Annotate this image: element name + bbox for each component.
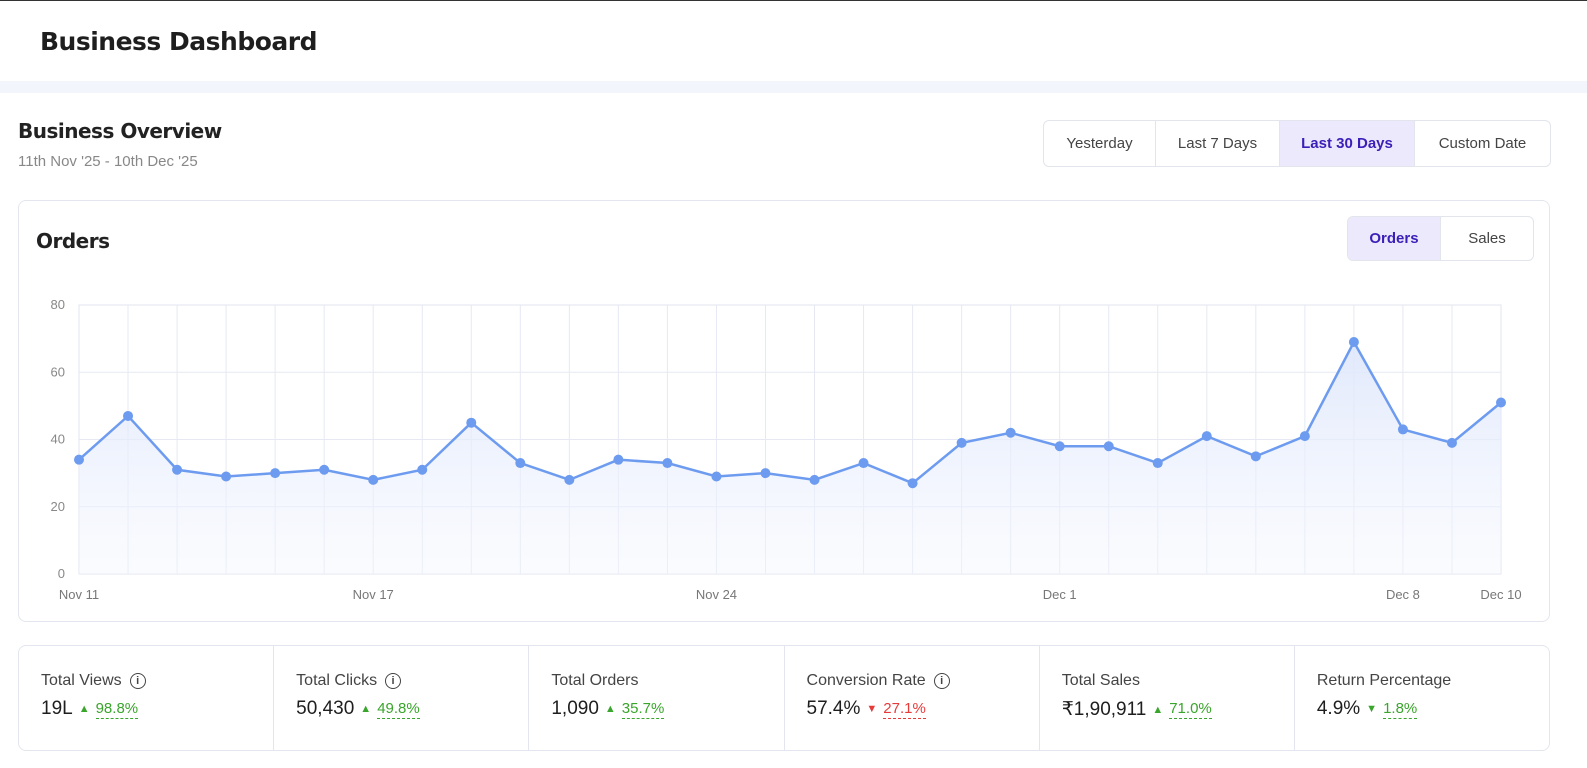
stat-value: 19L bbox=[41, 698, 73, 719]
stat-change[interactable]: 1.8% bbox=[1383, 699, 1418, 719]
stat-return-percentage: Return Percentage 4.9% ▼ 1.8% bbox=[1295, 646, 1549, 750]
y-tick-label: 0 bbox=[58, 566, 65, 581]
x-tick-label: Dec 1 bbox=[1043, 587, 1077, 602]
y-tick-label: 60 bbox=[51, 364, 65, 379]
data-point bbox=[1446, 437, 1457, 448]
data-point bbox=[1103, 441, 1114, 452]
data-point bbox=[1348, 336, 1359, 347]
metric-selector: Orders Sales bbox=[1347, 216, 1534, 261]
stat-label: Total Orders bbox=[551, 672, 639, 689]
data-point bbox=[221, 471, 232, 482]
stat-total-orders: Total Orders 1,090 ▲ 35.7% bbox=[529, 646, 785, 750]
range-custom-date-button[interactable]: Custom Date bbox=[1438, 135, 1527, 152]
chart-title: Orders bbox=[36, 229, 110, 253]
data-point bbox=[1152, 458, 1163, 469]
data-point bbox=[368, 474, 379, 485]
stat-label: Total Clicks bbox=[296, 672, 378, 689]
data-point bbox=[907, 478, 918, 489]
data-point bbox=[564, 474, 575, 485]
trend-up-icon: ▲ bbox=[78, 703, 90, 715]
overview-date-range: 11th Nov '25 - 10th Dec '25 bbox=[18, 153, 198, 170]
data-point bbox=[662, 458, 673, 469]
stat-total-sales: Total Sales ₹1,90,911 ▲ 71.0% bbox=[1040, 646, 1295, 750]
stat-value: 57.4% bbox=[806, 698, 861, 719]
range-last-7-days-button[interactable]: Last 7 Days bbox=[1156, 121, 1280, 166]
trend-up-icon: ▲ bbox=[604, 703, 616, 715]
stat-value: 1,090 bbox=[551, 698, 599, 719]
stat-total-views: Total Views i 19L ▲ 98.8% bbox=[19, 646, 275, 750]
stat-change[interactable]: 35.7% bbox=[621, 699, 665, 719]
data-point bbox=[74, 454, 84, 465]
stat-conversion-rate: Conversion Rate i 57.4% ▼ 27.1% bbox=[785, 646, 1040, 750]
data-point bbox=[123, 410, 134, 421]
data-point bbox=[515, 458, 526, 469]
data-point bbox=[466, 417, 477, 428]
info-icon[interactable]: i bbox=[385, 673, 402, 689]
x-tick-label: Dec 8 bbox=[1386, 587, 1420, 602]
y-tick-label: 40 bbox=[51, 432, 65, 447]
data-point bbox=[319, 464, 330, 475]
data-point bbox=[613, 454, 624, 465]
data-point bbox=[858, 458, 869, 469]
orders-chart-card: Orders Orders Sales 0 20 40 60 80 Nov 11 Nov 1… bbox=[18, 200, 1550, 622]
header: Business Dashboard bbox=[0, 1, 1587, 81]
x-tick-label: Dec 10 bbox=[1480, 587, 1521, 602]
trend-down-icon: ▼ bbox=[1366, 703, 1378, 715]
metric-sales-button[interactable]: Sales bbox=[1468, 230, 1506, 247]
x-tick-label: Nov 11 bbox=[59, 587, 99, 602]
info-icon[interactable]: i bbox=[129, 673, 146, 689]
trend-up-icon: ▲ bbox=[360, 703, 372, 715]
stat-total-clicks: Total Clicks i 50,430 ▲ 49.8% bbox=[274, 646, 530, 750]
data-point bbox=[1005, 427, 1016, 438]
data-point bbox=[809, 474, 820, 485]
data-point bbox=[956, 437, 967, 448]
data-point bbox=[172, 464, 183, 475]
divider-band bbox=[0, 81, 1587, 93]
data-point bbox=[1054, 441, 1065, 452]
metric-orders-button[interactable]: Orders bbox=[1348, 217, 1441, 260]
stat-label: Conversion Rate bbox=[806, 672, 926, 689]
range-last-30-days-button[interactable]: Last 30 Days bbox=[1280, 121, 1415, 166]
x-tick-label: Nov 24 bbox=[696, 587, 737, 602]
date-range-selector: Yesterday Last 7 Days Last 30 Days Custo… bbox=[1043, 120, 1551, 167]
stats-bar: Total Views i 19L ▲ 98.8% Total Clicks i 50… bbox=[18, 645, 1550, 751]
data-point bbox=[1496, 397, 1506, 408]
app-title: Business Dashboard bbox=[40, 26, 318, 56]
stat-change[interactable]: 27.1% bbox=[883, 699, 926, 719]
orders-line bbox=[78, 339, 1502, 485]
data-point bbox=[417, 464, 428, 475]
y-tick-label: 20 bbox=[51, 499, 65, 514]
orders-line-chart: 0 20 40 60 80 Nov 11 Nov 17 Nov 24 Dec 1 Dec 8 Dec… bbox=[51, 297, 1522, 602]
overview-title: Business Overview bbox=[18, 119, 222, 143]
data-point bbox=[270, 468, 281, 479]
data-point bbox=[711, 471, 722, 482]
stat-change[interactable]: 98.8% bbox=[95, 699, 139, 719]
range-yesterday-button[interactable]: Yesterday bbox=[1044, 121, 1156, 166]
stat-value: 4.9% bbox=[1316, 698, 1361, 719]
info-icon[interactable]: i bbox=[933, 673, 950, 689]
data-point bbox=[1299, 431, 1310, 442]
data-point bbox=[1201, 431, 1212, 442]
stat-label: Total Sales bbox=[1061, 672, 1140, 689]
trend-up-icon: ▲ bbox=[1152, 703, 1164, 716]
stat-value: ₹1,90,911 bbox=[1061, 699, 1147, 720]
stat-value: 50,430 bbox=[296, 698, 355, 719]
stat-label: Return Percentage bbox=[1316, 672, 1452, 689]
stat-change[interactable]: 71.0% bbox=[1169, 700, 1212, 719]
x-tick-label: Nov 17 bbox=[353, 587, 394, 602]
data-point bbox=[1250, 451, 1261, 462]
stat-label: Total Views bbox=[41, 672, 122, 689]
area-fill bbox=[79, 341, 1501, 574]
trend-down-icon: ▼ bbox=[866, 703, 878, 715]
y-tick-label: 80 bbox=[51, 297, 65, 312]
stat-change[interactable]: 49.8% bbox=[377, 699, 420, 719]
data-point bbox=[1397, 424, 1408, 435]
data-point bbox=[760, 468, 771, 479]
